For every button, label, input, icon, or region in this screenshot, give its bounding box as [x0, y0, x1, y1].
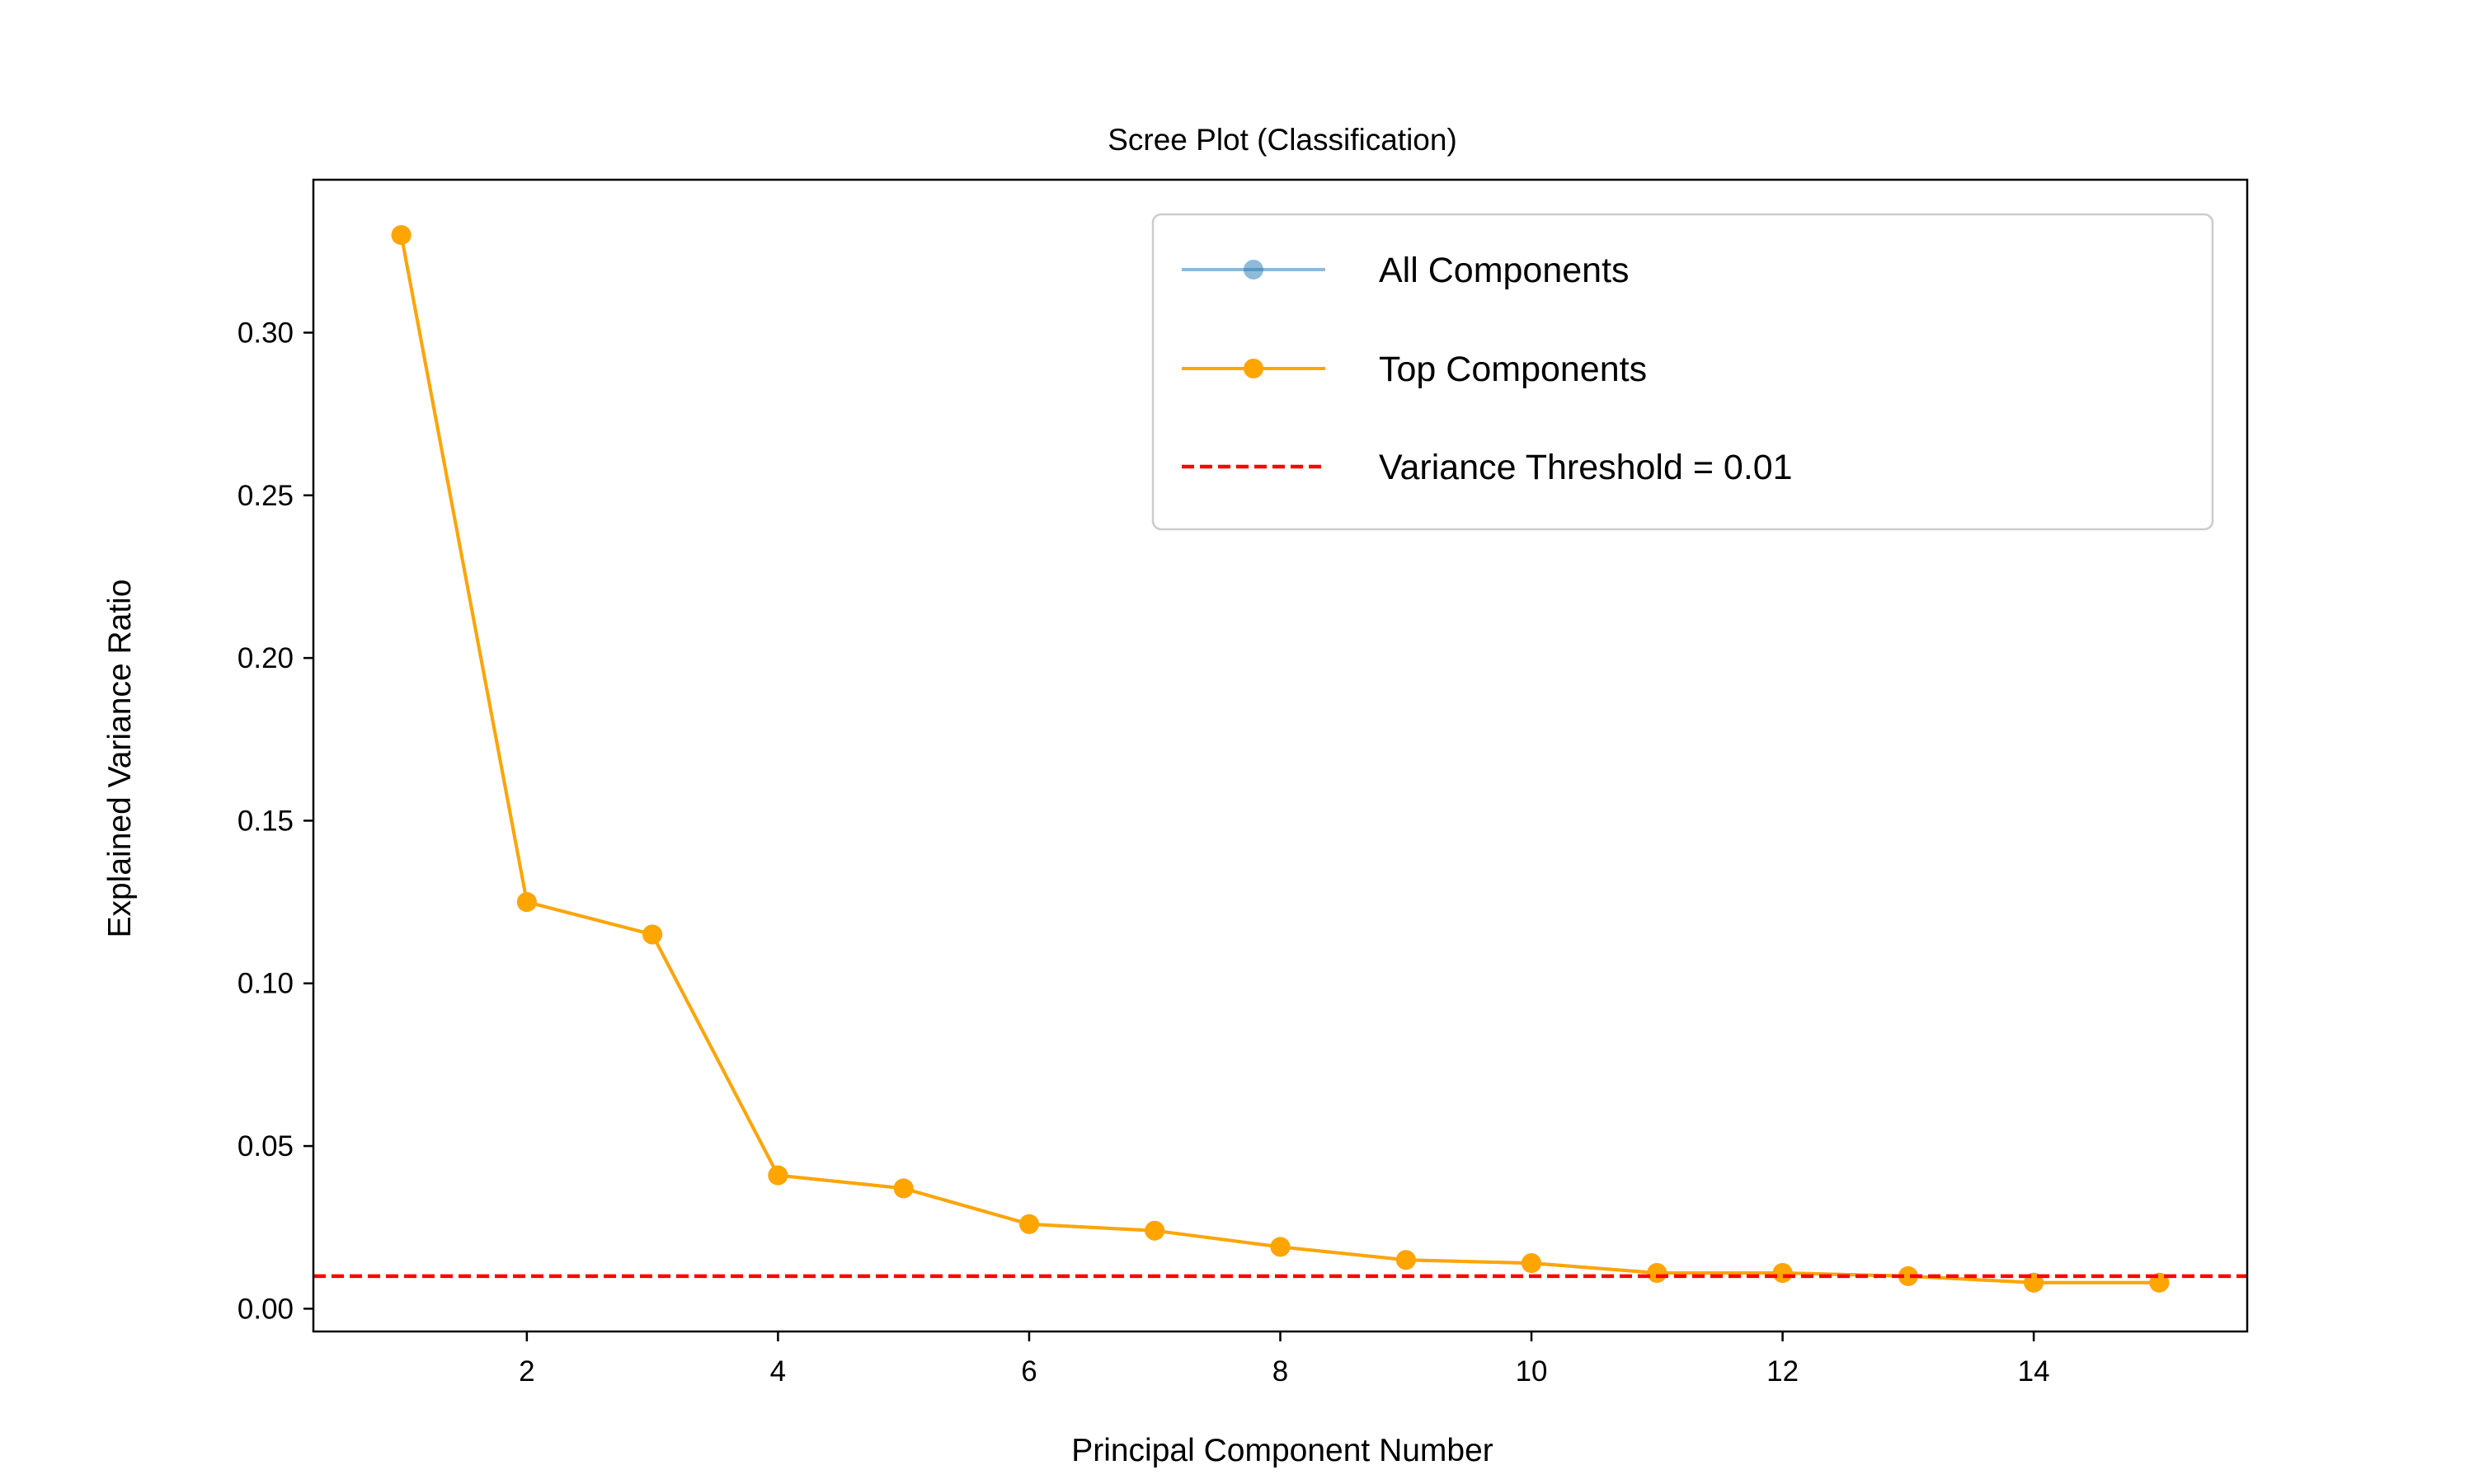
plot-marks [313, 225, 2247, 1293]
y-tick-label: 0.20 [238, 642, 294, 674]
legend-marker-all-components [1244, 260, 1263, 279]
y-tick-label: 0.15 [238, 805, 294, 837]
data-point-top-components [1522, 1253, 1541, 1274]
axes-group: 2 4 6 8 10 12 14 0.00 0.05 0.10 0.15 0.20 0.25 0.30 [238, 178, 2249, 1388]
data-point-top-components [893, 1178, 914, 1199]
y-axis-title: Explained Variance Ratio [102, 579, 138, 937]
data-point-top-components [516, 892, 537, 913]
data-point-top-components [1395, 1250, 1416, 1270]
legend-label-top-components: Top Components [1379, 350, 1647, 389]
data-point-top-components [642, 924, 663, 945]
x-tick-label: 8 [1272, 1355, 1288, 1388]
y-tick-label: 0.30 [238, 317, 294, 349]
x-tick-label: 4 [770, 1355, 786, 1388]
data-point-top-components [1647, 1263, 1667, 1283]
data-point-top-components [768, 1165, 788, 1186]
legend-marker-top-components [1244, 359, 1263, 378]
y-tick-label: 0.05 [238, 1130, 294, 1162]
legend-box [1151, 213, 2214, 531]
data-point-top-components [1019, 1214, 1039, 1234]
x-tick-label: 12 [1766, 1355, 1799, 1388]
legend: All Components Top Components Variance Thr… [1151, 213, 2214, 531]
x-tick-label: 6 [1021, 1355, 1037, 1388]
x-tick-label: 10 [1516, 1355, 1548, 1388]
legend-label-all-components: All Components [1379, 251, 1630, 290]
x-tick-label: 14 [2018, 1355, 2050, 1388]
data-point-top-components [1772, 1263, 1793, 1283]
legend-label-variance-threshold-0-01: Variance Threshold = 0.01 [1379, 448, 1793, 487]
chart-title: Scree Plot (Classification) [1108, 123, 1457, 157]
y-tick-label: 0.10 [238, 968, 294, 1000]
y-tick-label: 0.25 [238, 480, 294, 512]
x-tick-label: 2 [519, 1355, 534, 1388]
y-tick-label: 0.00 [238, 1293, 294, 1325]
x-axis-title: Principal Component Number [1071, 1433, 1493, 1468]
data-point-top-components [391, 225, 412, 246]
data-point-top-components [1898, 1266, 1918, 1286]
data-point-top-components [1145, 1220, 1165, 1241]
data-point-top-components [1270, 1237, 1291, 1257]
